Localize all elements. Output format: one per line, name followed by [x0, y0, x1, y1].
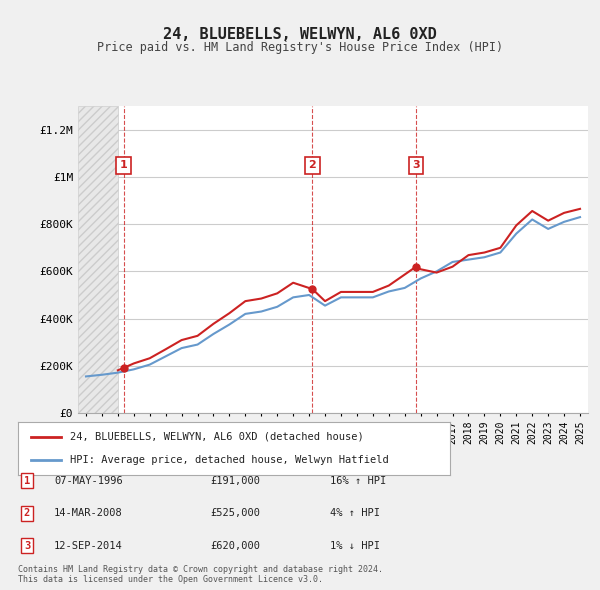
Text: 14-MAR-2008: 14-MAR-2008: [54, 509, 123, 518]
Text: 3: 3: [412, 160, 420, 170]
Text: 1: 1: [24, 476, 30, 486]
Text: £191,000: £191,000: [210, 476, 260, 486]
Text: 24, BLUEBELLS, WELWYN, AL6 0XD (detached house): 24, BLUEBELLS, WELWYN, AL6 0XD (detached…: [70, 432, 364, 442]
Bar: [78, 106, 118, 413]
Text: 12-SEP-2014: 12-SEP-2014: [54, 541, 123, 550]
Text: Contains HM Land Registry data © Crown copyright and database right 2024.
This d: Contains HM Land Registry data © Crown c…: [18, 565, 383, 584]
Text: 24, BLUEBELLS, WELWYN, AL6 0XD: 24, BLUEBELLS, WELWYN, AL6 0XD: [163, 27, 437, 41]
Text: 1: 1: [120, 160, 127, 170]
Text: 2: 2: [24, 509, 30, 518]
Text: 16% ↑ HPI: 16% ↑ HPI: [330, 476, 386, 486]
Text: 1% ↓ HPI: 1% ↓ HPI: [330, 541, 380, 550]
Text: 07-MAY-1996: 07-MAY-1996: [54, 476, 123, 486]
Text: 2: 2: [308, 160, 316, 170]
Text: £525,000: £525,000: [210, 509, 260, 518]
Text: 4% ↑ HPI: 4% ↑ HPI: [330, 509, 380, 518]
Text: £620,000: £620,000: [210, 541, 260, 550]
Text: HPI: Average price, detached house, Welwyn Hatfield: HPI: Average price, detached house, Welw…: [70, 455, 389, 465]
Text: Price paid vs. HM Land Registry's House Price Index (HPI): Price paid vs. HM Land Registry's House …: [97, 41, 503, 54]
Text: 3: 3: [24, 541, 30, 550]
